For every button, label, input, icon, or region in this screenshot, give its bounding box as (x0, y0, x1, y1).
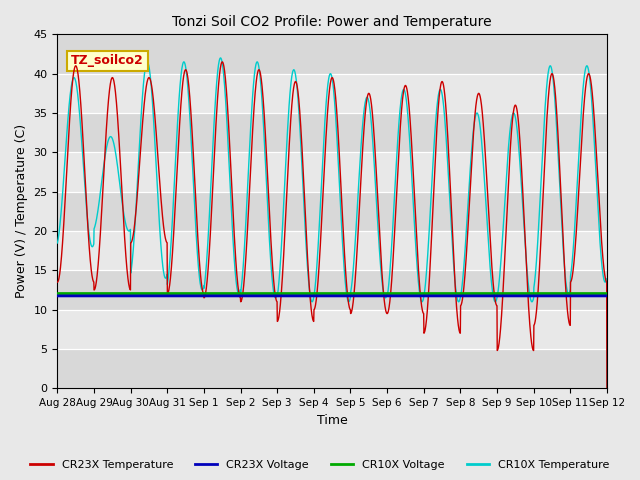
Legend: CR23X Temperature, CR23X Voltage, CR10X Voltage, CR10X Temperature: CR23X Temperature, CR23X Voltage, CR10X … (26, 456, 614, 474)
Bar (58, 192, 607, 231)
Bar (58, 231, 607, 270)
Bar (58, 35, 607, 73)
Y-axis label: Power (V) / Temperature (C): Power (V) / Temperature (C) (15, 124, 28, 299)
Bar (58, 310, 607, 349)
Title: Tonzi Soil CO2 Profile: Power and Temperature: Tonzi Soil CO2 Profile: Power and Temper… (172, 15, 492, 29)
Bar (58, 349, 607, 388)
Text: TZ_soilco2: TZ_soilco2 (71, 54, 144, 67)
Bar (58, 113, 607, 152)
Bar (58, 73, 607, 113)
X-axis label: Time: Time (317, 414, 348, 427)
Bar (58, 270, 607, 310)
Bar (58, 152, 607, 192)
